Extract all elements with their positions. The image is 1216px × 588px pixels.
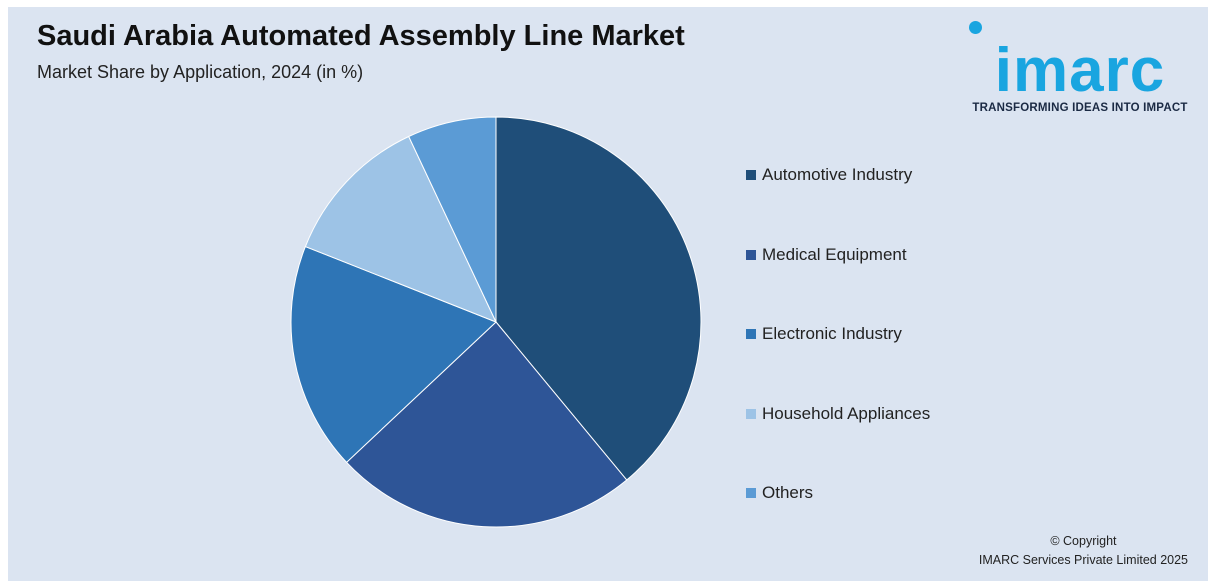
- legend-swatch: [746, 408, 756, 419]
- chart-title: Saudi Arabia Automated Assembly Line Mar…: [37, 20, 685, 52]
- legend-label: Automotive Industry: [762, 165, 913, 184]
- pie-slice-automotive-industry: [495, 116, 702, 481]
- legend-item: Medical Equipment: [746, 240, 907, 270]
- copyright-line-2: IMARC Services Private Limited 2025: [978, 553, 1188, 567]
- pie-slice-household-appliances: [304, 135, 497, 323]
- legend-item: Automotive Industry: [746, 160, 912, 190]
- logo-wordmark: imarc: [994, 36, 1166, 105]
- legend-label: Household Appliances: [762, 403, 931, 423]
- legend-item: Others: [746, 478, 813, 508]
- pie-slice-electronic-industry: [290, 245, 497, 464]
- legend-swatch: [746, 170, 756, 180]
- copyright-line-1: © Copyright: [1050, 534, 1117, 548]
- legend-label: Others: [762, 483, 814, 502]
- legend-label: Electronic Industry: [762, 324, 902, 343]
- chart-subtitle: Market Share by Application, 2024 (in %): [37, 62, 364, 82]
- legend-item: Electronic Industry: [746, 319, 902, 349]
- copyright-notice: © Copyright IMARC Services Private Limit…: [979, 532, 1188, 570]
- imarc-logo: imarc TRANSFORMING IDEAS INTO IMPACT: [962, 18, 1198, 118]
- legend-item: Household Appliances: [746, 399, 930, 429]
- logo-tagline: TRANSFORMING IDEAS INTO IMPACT: [972, 102, 1188, 114]
- legend-label: Medical Equipment: [762, 244, 907, 264]
- pie-slice-others: [408, 116, 497, 323]
- legend-swatch: [746, 329, 756, 339]
- logo-dot-icon: [969, 21, 982, 34]
- pie-slice-medical-equipment: [345, 321, 628, 528]
- legend-swatch: [746, 249, 756, 260]
- legend-swatch: [746, 488, 756, 498]
